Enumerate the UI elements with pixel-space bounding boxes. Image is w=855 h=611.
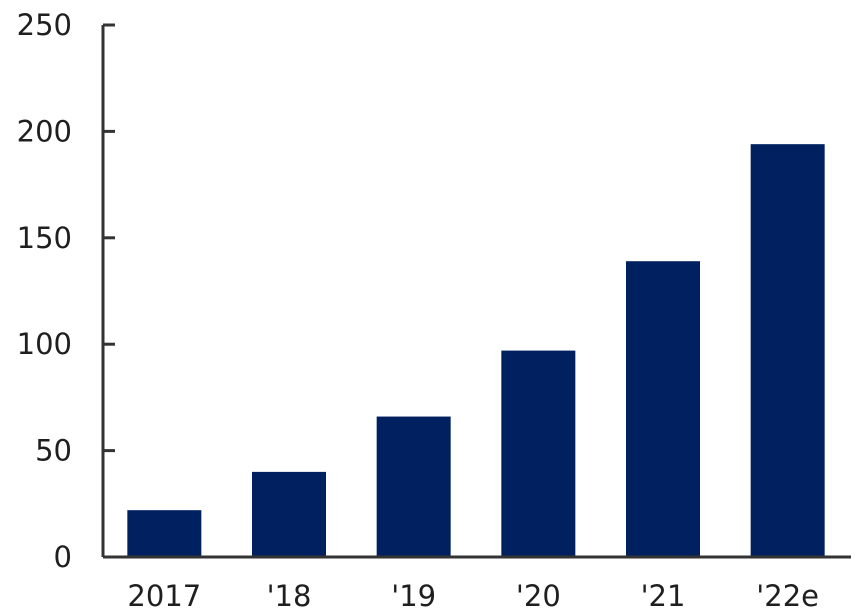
y-tick-label: 0 <box>54 540 72 574</box>
y-tick-label: 250 <box>17 8 72 42</box>
x-axis: 2017 '18 '19 '20 '21 '22e <box>103 555 851 611</box>
bar-5 <box>750 144 825 557</box>
bar-2 <box>376 416 451 557</box>
bar-0 <box>127 510 202 557</box>
y-tick-label: 150 <box>17 221 72 255</box>
x-tick-label: '22e <box>756 579 819 611</box>
x-tick-label: '18 <box>267 579 312 611</box>
bars <box>127 144 825 557</box>
x-tick-label: '21 <box>641 579 686 611</box>
y-axis: 0 50 100 150 200 250 <box>17 8 115 574</box>
bar-3 <box>501 350 576 557</box>
bar-1 <box>252 471 326 557</box>
x-tick-label: '19 <box>391 579 436 611</box>
y-tick-label: 200 <box>17 114 72 148</box>
x-tick-label: 2017 <box>127 579 201 611</box>
y-tick-label: 100 <box>17 327 72 361</box>
y-tick-label: 50 <box>35 434 72 468</box>
x-tick-label: '20 <box>516 579 561 611</box>
bar-4 <box>626 261 700 557</box>
